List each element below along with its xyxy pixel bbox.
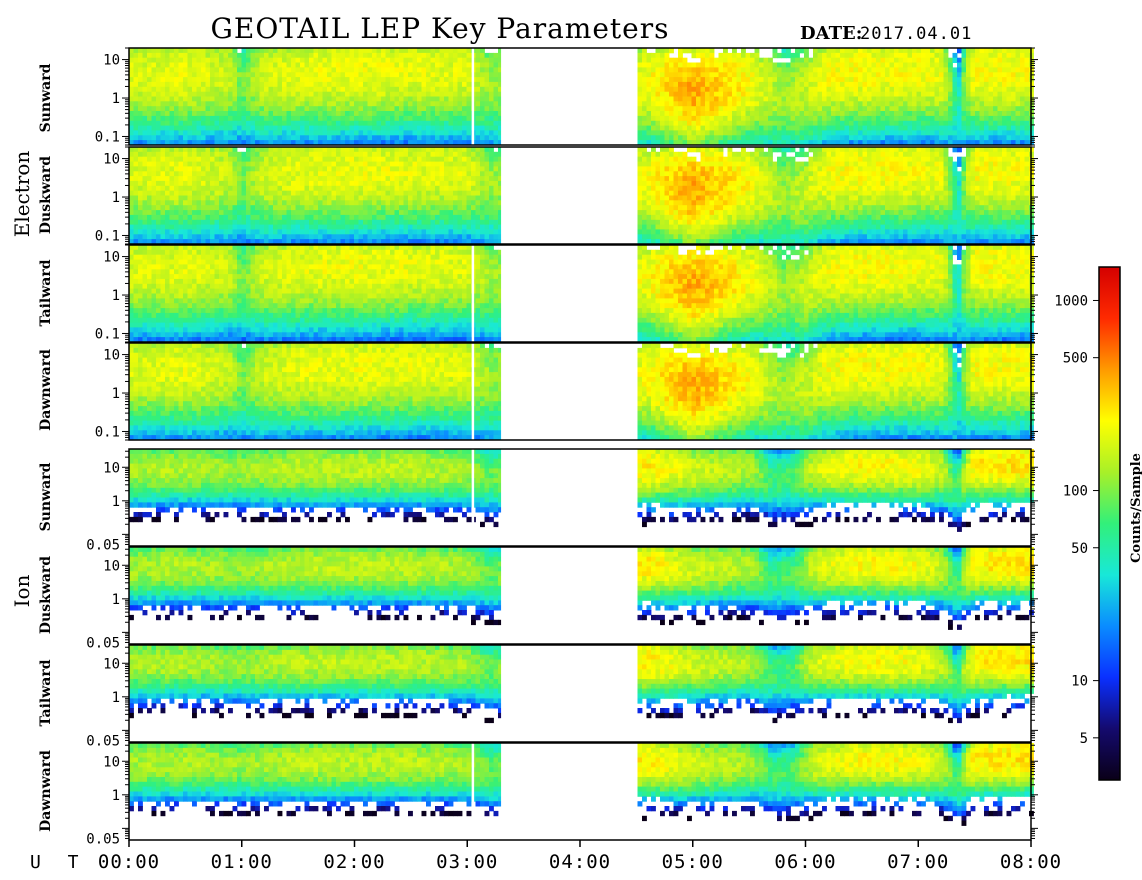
y-tick-label: 1 xyxy=(112,91,120,107)
y-tick-label: 1 xyxy=(112,592,120,608)
spectrogram-cells xyxy=(129,449,1034,532)
panel-ion-sunward: 10 1 0.05 xyxy=(86,448,1038,553)
panel-electron-tailward: 10 1 0.1 xyxy=(95,244,1038,343)
panel-frame xyxy=(128,644,1032,743)
panel-label-ion-dawnward: Dawnward xyxy=(38,750,54,832)
y-tick-label: 1 xyxy=(112,288,120,304)
data-gap xyxy=(501,547,637,644)
y-tick-label: 0.1 xyxy=(95,424,120,440)
panel-ion-dawnward: 10 1 0.05 xyxy=(86,742,1038,847)
colorbar-tick-label: 500 xyxy=(1063,351,1088,367)
panel-frame xyxy=(128,448,1032,547)
y-tick-label: 10 xyxy=(103,53,120,69)
colorbar-tick-label: 1000 xyxy=(1054,293,1088,309)
y-tick-label: 0.1 xyxy=(95,129,120,145)
x-tick-label: 02:00 xyxy=(323,851,385,873)
panel-frame xyxy=(128,342,1032,441)
colorbar xyxy=(1098,266,1121,781)
panel-ion-duskward: 10 1 0.05 xyxy=(86,546,1038,651)
colorbar-tick-label: 100 xyxy=(1063,484,1088,500)
panel-frame xyxy=(128,47,1032,146)
x-tick-label: 03:00 xyxy=(436,851,498,873)
y-tick-label: 0.05 xyxy=(86,831,120,847)
y-tick-label: 10 xyxy=(103,152,120,168)
x-tick-label: 01:00 xyxy=(211,851,273,873)
panel-label-electron-sunward: Sunward xyxy=(38,63,54,132)
panel-label-electron-dawnward: Dawnward xyxy=(38,349,54,431)
panel-frame xyxy=(128,546,1032,645)
panel-electron-sunward: 10 1 0.1 xyxy=(95,47,1038,146)
group-label-ion: Ion xyxy=(10,574,34,607)
colorbar-tick-label: 50 xyxy=(1071,541,1088,557)
panel-frame xyxy=(128,244,1032,343)
data-gap xyxy=(501,147,637,244)
panel-ion-tailward: 10 1 0.05 xyxy=(86,644,1038,749)
y-tick-label: 0.05 xyxy=(86,635,120,651)
x-tick-label: 07:00 xyxy=(887,851,949,873)
y-tick-label: 10 xyxy=(103,460,120,476)
panel-label-ion-sunward: Sunward xyxy=(38,462,54,531)
x-tick-label: 08:00 xyxy=(1000,851,1062,873)
y-tick-label: 0.05 xyxy=(86,733,120,749)
y-tick-label: 0.05 xyxy=(86,537,120,553)
y-tick-label: 10 xyxy=(103,348,120,364)
x-axis-ticks: 00:00 01:00 02:00 03:00 04:00 05:00 06:00 07:00… xyxy=(98,840,1062,873)
data-gap xyxy=(501,645,637,742)
y-tick-label: 1 xyxy=(112,690,120,706)
y-tick-label: 1 xyxy=(112,190,120,206)
data-gap xyxy=(501,48,637,145)
colorbar-tick-label: 5 xyxy=(1080,731,1088,747)
x-tick-label: 05:00 xyxy=(662,851,724,873)
y-tick-label: 1 xyxy=(112,386,120,402)
x-tick-label: 04:00 xyxy=(549,851,611,873)
panel-electron-dawnward: 10 1 0.1 xyxy=(95,342,1038,441)
spectrogram-cells xyxy=(129,343,1034,441)
spectrogram-panels: 1010.11010.11010.11010.11010.051010.0510… xyxy=(86,47,1038,847)
date-label: DATE: xyxy=(800,23,862,44)
spectrogram-cells xyxy=(129,245,1034,343)
panel-frame xyxy=(128,146,1032,245)
panel-label-ion-tailward: Tailward xyxy=(38,659,54,726)
panel-label-electron-duskward: Duskward xyxy=(38,156,54,234)
y-tick-label: 10 xyxy=(103,656,120,672)
y-tick-label: 0.1 xyxy=(95,326,120,342)
colorbar-ticks: 1000 500 100 50 10 5 xyxy=(1054,293,1099,747)
y-tick-label: 1 xyxy=(112,788,120,804)
panel-label-electron-tailward: Tailward xyxy=(38,259,54,326)
panel-electron-duskward: 10 1 0.1 xyxy=(95,146,1038,245)
spectrogram-cells xyxy=(129,48,1034,146)
colorbar-label: Counts/Sample xyxy=(1129,453,1142,563)
colorbar-tick-label: 10 xyxy=(1071,674,1088,690)
x-tick-label: 00:00 xyxy=(98,851,160,873)
data-gap xyxy=(501,245,637,342)
spectrogram-cells xyxy=(129,743,1034,826)
date-value: 2017.04.01 xyxy=(860,24,972,44)
x-tick-label: 06:00 xyxy=(774,851,836,873)
data-gap xyxy=(501,449,637,546)
spectrogram-cells xyxy=(129,645,1034,724)
y-tick-label: 1 xyxy=(112,494,120,510)
data-gap xyxy=(501,343,637,440)
spectrogram-cells xyxy=(129,147,1034,245)
x-axis-prefix: U T xyxy=(30,852,87,873)
y-tick-label: 0.1 xyxy=(95,228,120,244)
chart-title: GEOTAIL LEP Key Parameters xyxy=(211,12,670,45)
y-tick-label: 10 xyxy=(103,558,120,574)
panel-label-ion-duskward: Duskward xyxy=(38,556,54,634)
y-tick-label: 10 xyxy=(103,250,120,266)
data-gap xyxy=(501,743,637,840)
spectrogram-cells xyxy=(129,547,1034,630)
group-label-electron: Electron xyxy=(10,151,34,238)
y-tick-label: 10 xyxy=(103,754,120,770)
